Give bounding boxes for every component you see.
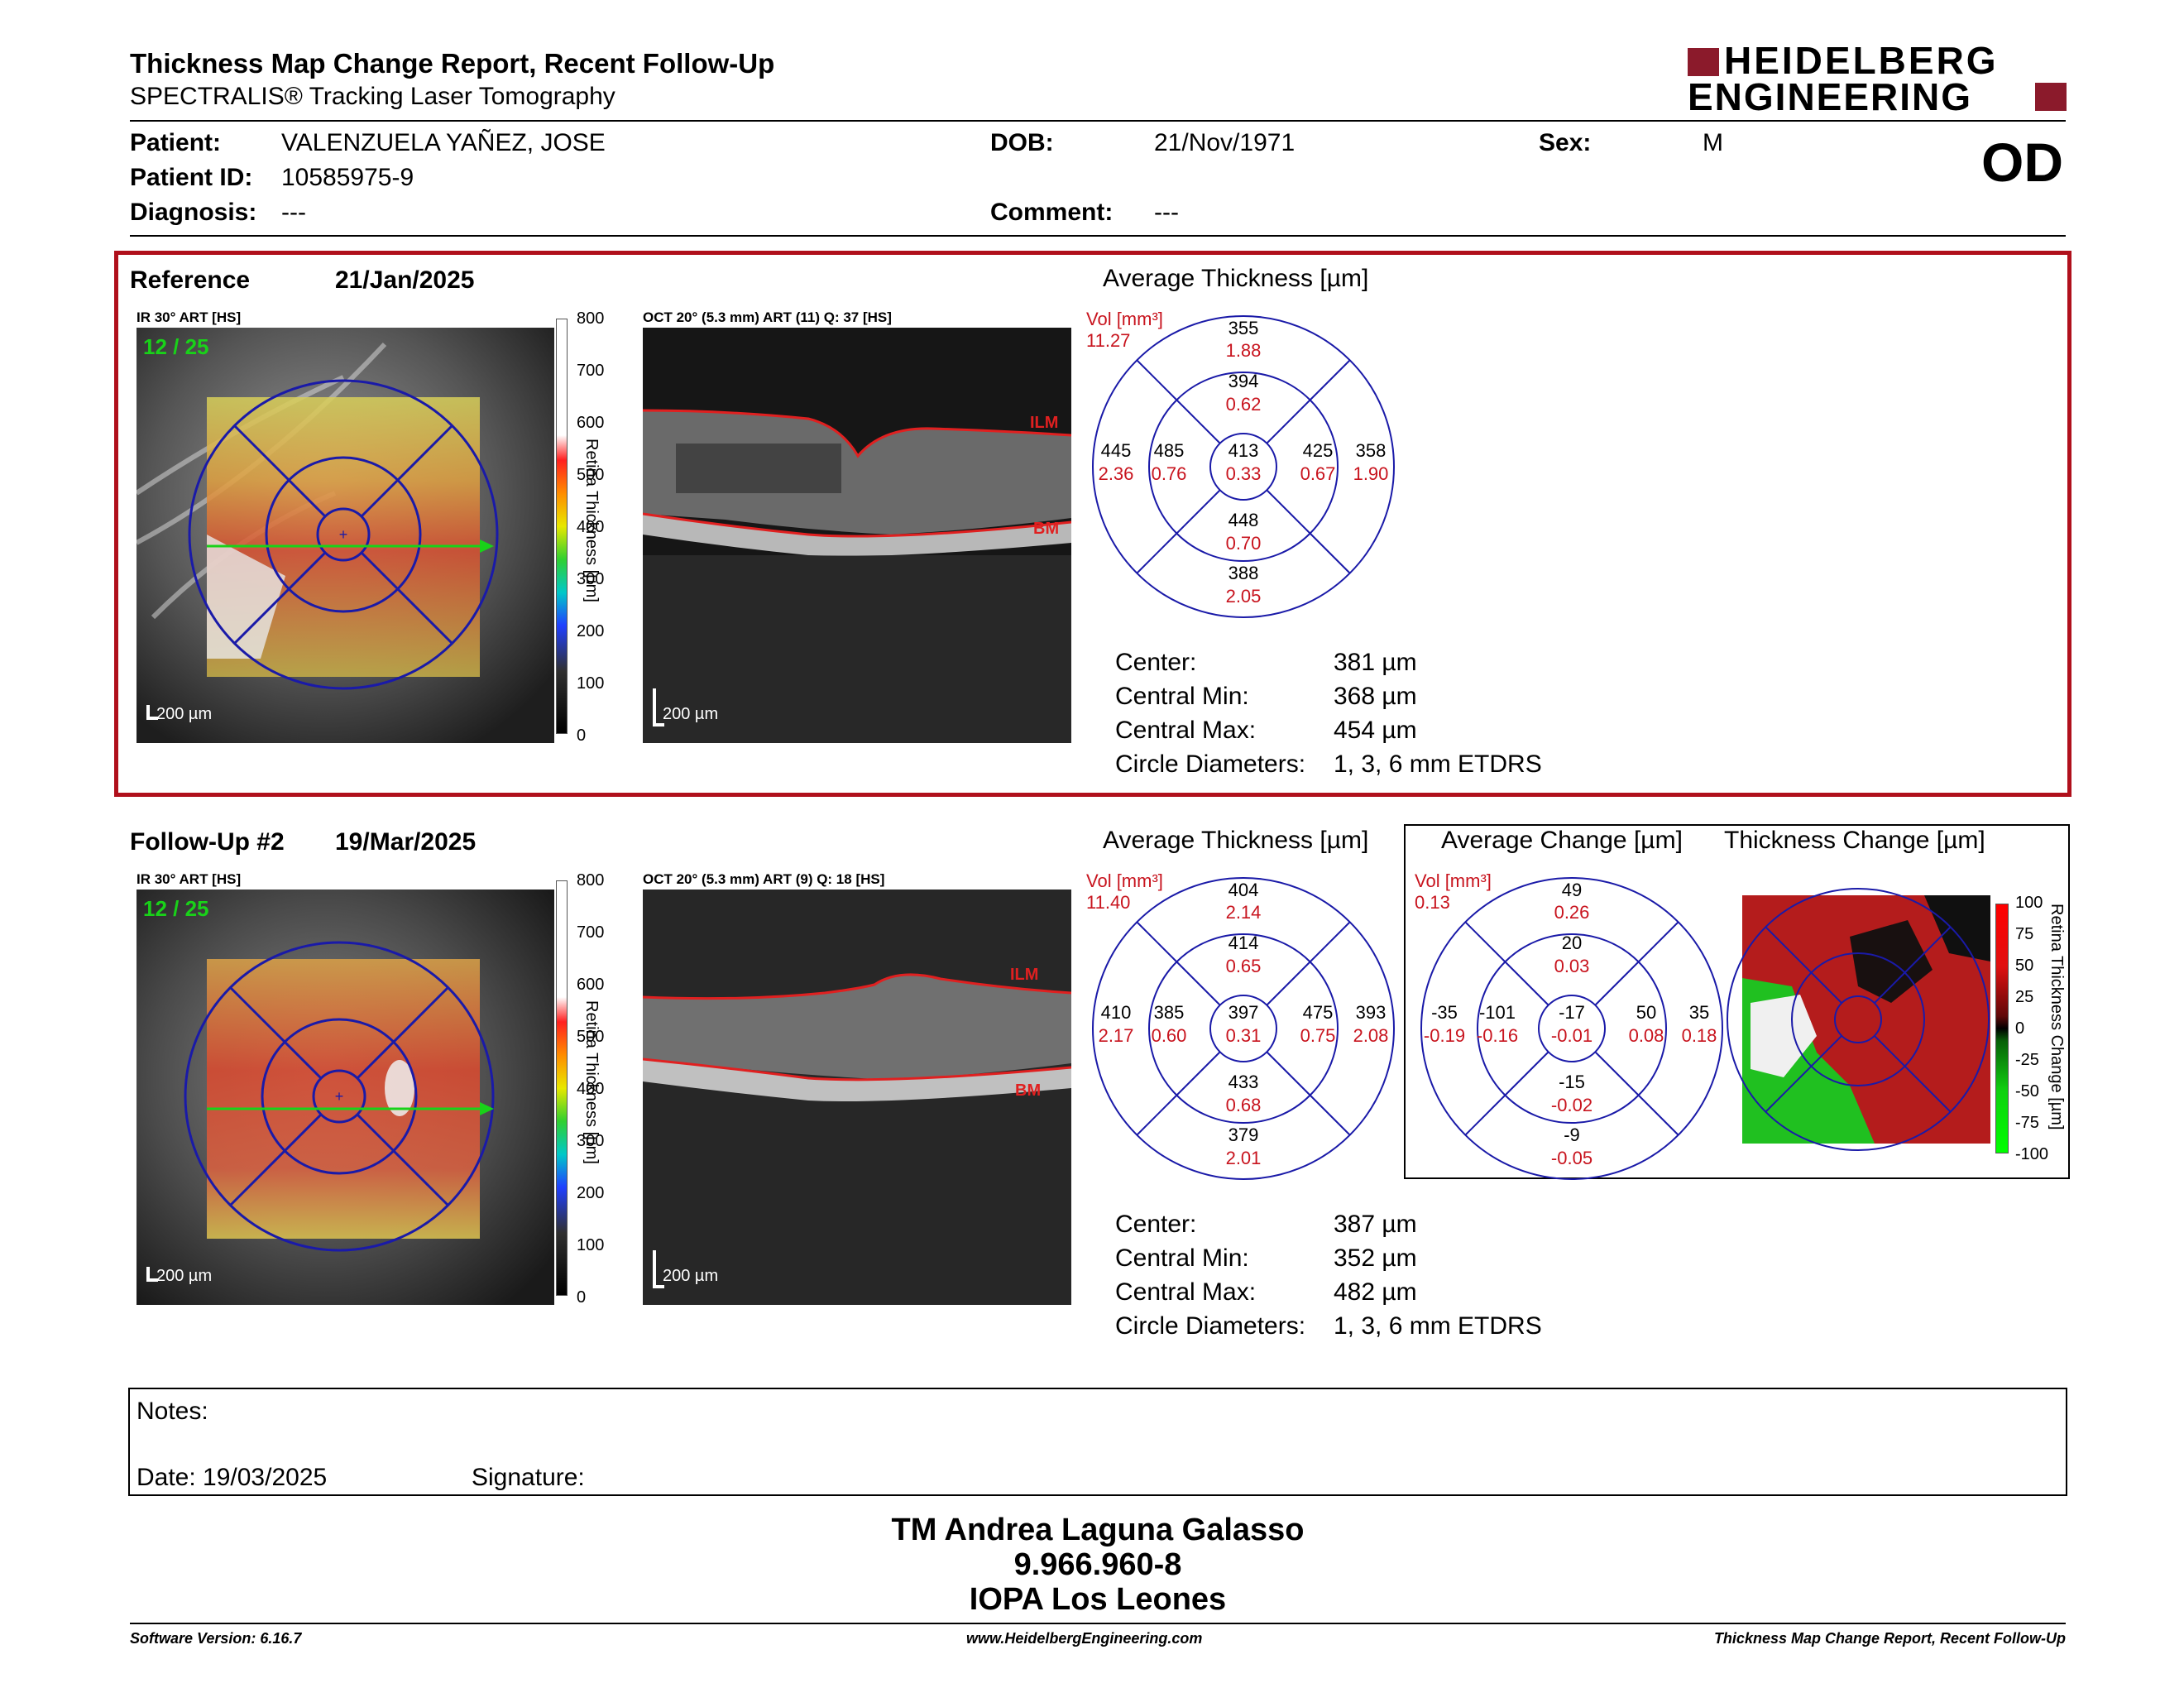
- followup-vol-label: Vol [mm³]: [1086, 870, 1163, 891]
- reference-thickness-axis-title: Retina Thickness [µm]: [582, 439, 601, 602]
- reference-avg-thickness-title: Average Thickness [µm]: [1103, 265, 1369, 292]
- reference-oct-caption: OCT 20° (5.3 mm) ART (11) Q: 37 [HS]: [643, 309, 892, 325]
- followup-oct-scalebar: 200 µm: [663, 1267, 719, 1285]
- patient-name: VALENZUELA YAÑEZ, JOSE: [281, 129, 606, 156]
- reference-panel: [114, 251, 2071, 797]
- followup-bm-label: BM: [1015, 1081, 1042, 1100]
- svg-text:+: +: [339, 526, 348, 543]
- followup-label: Follow-Up #2: [130, 828, 285, 856]
- comment-label: Comment:: [990, 199, 1114, 226]
- diagnosis-label: Diagnosis:: [130, 199, 257, 226]
- followup-thickness-axis-title: Retina Thickness [µm]: [582, 1000, 601, 1164]
- followup-fundus-image: + 12 / 25 200 µm: [136, 890, 554, 1305]
- diagnosis-value: ---: [281, 199, 306, 226]
- reference-vol-label: Vol [mm³]: [1086, 309, 1163, 329]
- followup-oct-caption: OCT 20° (5.3 mm) ART (9) Q: 18 [HS]: [643, 871, 885, 887]
- signature-label[interactable]: Signature:: [472, 1464, 585, 1491]
- change-scale-ticks: 100 75 50 25 0 -25 -50 -75 -100: [2015, 894, 2049, 1163]
- followup-oct-bscan: ILM BM 200 µm: [643, 890, 1071, 1305]
- reference-ir-caption: IR 30° ART [HS]: [136, 309, 242, 325]
- software-version: Software Version: 6.16.7: [130, 1630, 302, 1647]
- change-vol-value: 0.13: [1415, 892, 1450, 913]
- followup-thickness-colorbar: [556, 880, 568, 1296]
- website-link[interactable]: www.HeidelbergEngineering.com: [966, 1630, 1203, 1647]
- thickness-change-title: Thickness Change [µm]: [1724, 827, 1985, 854]
- signatory-name: TM Andrea Laguna Galasso: [891, 1513, 1305, 1547]
- signatory-id: 9.966.960-8: [1013, 1547, 1182, 1582]
- reference-ilm-label: ILM: [1030, 414, 1059, 432]
- reference-thickness-ticks: 800 700 600 500 400 300 200 100 0: [577, 309, 605, 745]
- reference-oct-scalebar: 200 µm: [663, 705, 719, 723]
- comment-value: ---: [1154, 199, 1179, 226]
- patient-id: 10585975-9: [281, 164, 414, 191]
- reference-date: 21/Jan/2025: [335, 266, 475, 294]
- change-colorbar: [1995, 904, 2009, 1153]
- dob-value: 21/Nov/1971: [1154, 129, 1296, 156]
- change-etdrs-grid: 49 0.26 20 0.03 -17 -0.01 -15 -0.02 -9 -…: [1420, 876, 1724, 1181]
- sex-label: Sex:: [1539, 129, 1592, 156]
- followup-etdrs-grid: 404 2.14 414 0.65 397 0.31 433 0.68 379 …: [1091, 876, 1396, 1181]
- notes-date: Date: 19/03/2025: [136, 1464, 328, 1491]
- change-panel: [1404, 824, 2070, 1179]
- change-vol-label: Vol [mm³]: [1415, 870, 1492, 891]
- followup-fundus-scalebar: 200 µm: [156, 1267, 213, 1285]
- thickness-change-map: [1726, 887, 1990, 1152]
- footer-report-name: Thickness Map Change Report, Recent Foll…: [1713, 1630, 2066, 1647]
- followup-ilm-label: ILM: [1010, 966, 1039, 984]
- reference-oct-bscan: ILM BM 200 µm: [643, 328, 1071, 743]
- signatory-block: TM Andrea Laguna Galasso 9.966.960-8 IOP…: [0, 1513, 2184, 1617]
- followup-avg-thickness-title: Average Thickness [µm]: [1103, 827, 1369, 854]
- dob-label: DOB:: [990, 129, 1054, 156]
- followup-ir-caption: IR 30° ART [HS]: [136, 871, 242, 887]
- followup-vol-value: 11.40: [1086, 892, 1131, 913]
- reference-fundus-image: + 12 / 25 200 µm: [136, 328, 554, 743]
- report-subtitle: SPECTRALIS® Tracking Laser Tomography: [130, 83, 615, 110]
- reference-vol-value: 11.27: [1086, 330, 1131, 351]
- reference-bm-label: BM: [1033, 520, 1060, 538]
- eye-indicator: OD: [1981, 132, 2063, 193]
- notes-label: Notes:: [136, 1398, 208, 1425]
- change-axis-title: Retina Thickness Change [µm]: [2048, 904, 2066, 1130]
- reference-frame-counter: 12 / 25: [143, 334, 209, 359]
- followup-thickness-ticks: 800 700 600 500 400 300 200 100 0: [577, 871, 605, 1307]
- notes-box: Notes: Date: 19/03/2025 Signature:: [128, 1388, 2067, 1496]
- reference-etdrs-grid: 355 1.88 394 0.62 413 0.33 448 0.70 388 …: [1091, 314, 1396, 619]
- avg-change-title: Average Change [µm]: [1441, 827, 1683, 854]
- followup-frame-counter: 12 / 25: [143, 896, 209, 921]
- patient-id-label: Patient ID:: [130, 164, 253, 191]
- reference-thickness-colorbar: [556, 319, 568, 734]
- svg-text:+: +: [335, 1088, 344, 1105]
- patient-label: Patient:: [130, 129, 222, 156]
- followup-date: 19/Mar/2025: [335, 828, 477, 856]
- report-title: Thickness Map Change Report, Recent Foll…: [130, 48, 775, 79]
- reference-fundus-scalebar: 200 µm: [156, 705, 213, 723]
- sex-value: M: [1703, 129, 1723, 156]
- heidelberg-logo: HEIDELBERG ENGINEERING: [1688, 41, 2068, 116]
- reference-label: Reference: [130, 266, 251, 294]
- signatory-org: IOPA Los Leones: [969, 1582, 1227, 1617]
